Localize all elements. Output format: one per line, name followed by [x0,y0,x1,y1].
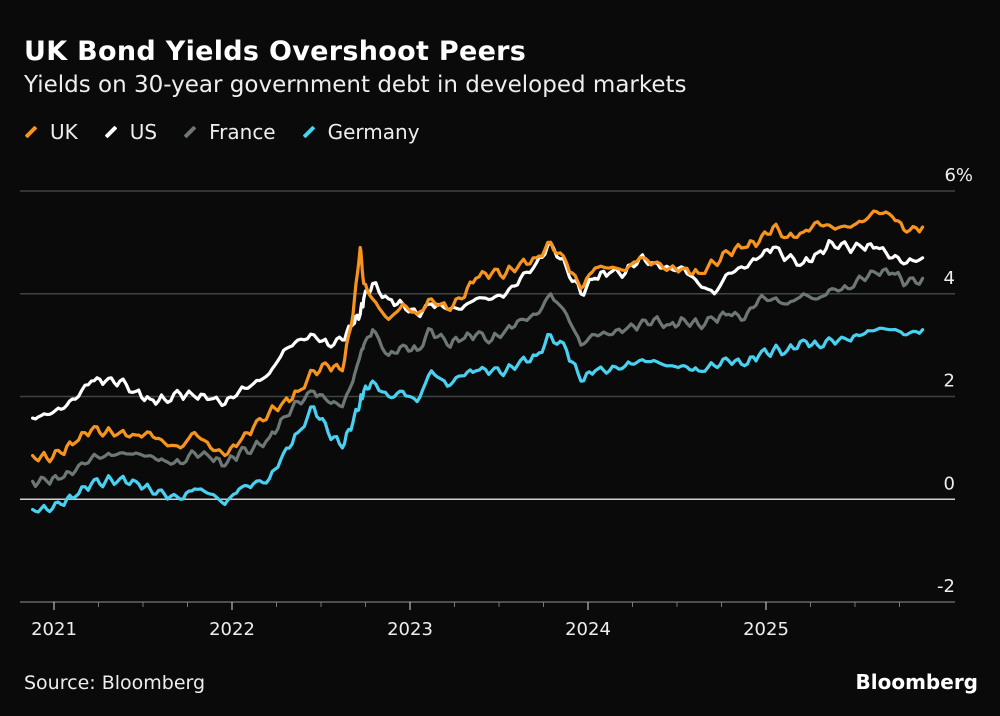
legend-item-uk: UK [24,120,78,144]
chart-title: UK Bond Yields Overshoot Peers [24,36,527,67]
source-note: Source: Bloomberg [24,672,206,694]
bloomberg-logo: Bloomberg [855,670,978,694]
legend-label-germany: Germany [327,120,420,144]
y-tick-label: 4 [944,268,955,289]
y-tick-label: 6% [944,165,973,186]
series-line-uk [31,209,925,464]
x-tick-label: 2022 [209,619,255,640]
series-line-us [31,239,925,421]
legend-item-germany: Germany [302,120,420,144]
y-tick-label: 2 [944,371,955,392]
legend-label-france: France [209,120,276,144]
y-tick-label: 0 [944,473,955,494]
series-line-france [31,267,925,488]
legend-item-france: France [183,120,276,144]
chart-subtitle: Yields on 30-year government debt in dev… [24,72,687,98]
x-tick-label: 2023 [387,619,433,640]
legend: UK US France Germany [24,120,446,144]
legend-label-us: US [129,120,158,144]
legend-item-us: US [104,120,157,144]
x-tick-label: 2024 [565,619,611,640]
x-tick-label: 2021 [31,619,77,640]
x-tick-label: 2025 [743,619,789,640]
y-tick-label: -2 [937,576,955,597]
legend-label-uk: UK [50,120,78,144]
series-line-germany [31,326,925,514]
